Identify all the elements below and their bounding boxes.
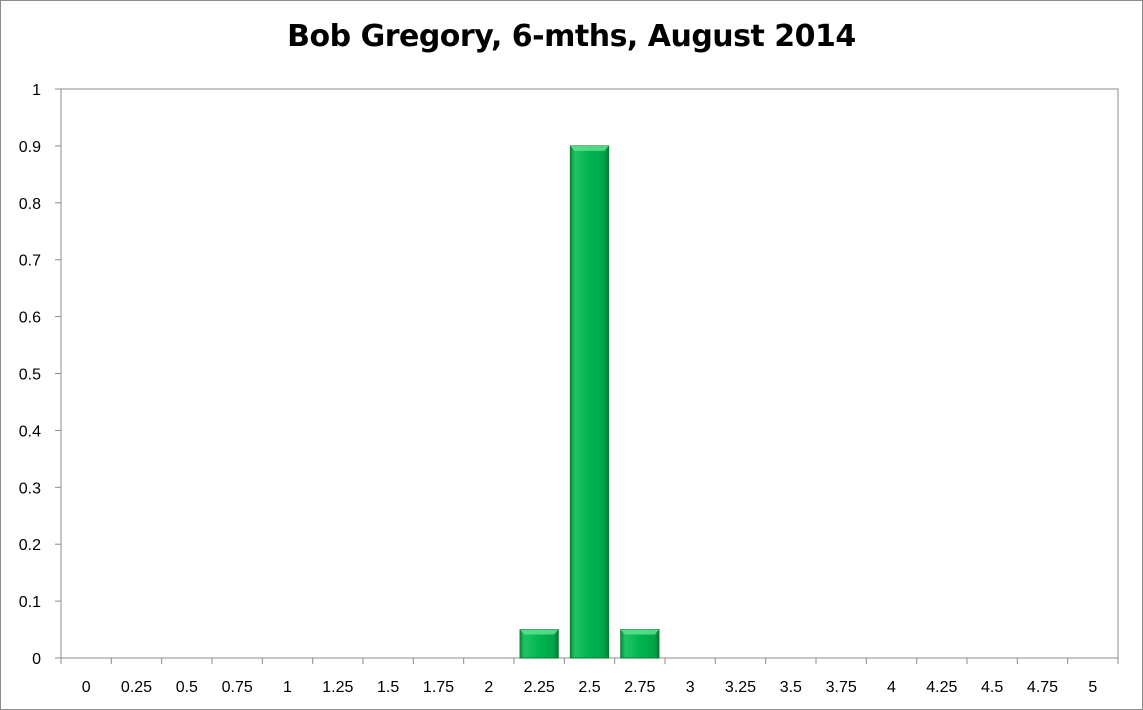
bar-bevel bbox=[570, 145, 609, 151]
x-tick-label: 4.25 bbox=[926, 679, 957, 696]
x-tick-label: 3.5 bbox=[780, 679, 802, 696]
y-tick-label: 0.7 bbox=[19, 253, 41, 270]
y-tick-label: 0.6 bbox=[19, 310, 41, 327]
bar-series bbox=[519, 145, 660, 659]
chart-title: Bob Gregory, 6-mths, August 2014 bbox=[287, 19, 856, 54]
y-tick-label: 0.9 bbox=[19, 139, 41, 156]
x-tick-label: 1 bbox=[283, 679, 292, 696]
y-tick-label: 0.2 bbox=[19, 537, 41, 554]
x-tick-label: 3.75 bbox=[826, 679, 857, 696]
bar bbox=[620, 629, 660, 659]
x-tick-label: 0.5 bbox=[176, 679, 198, 696]
y-tick-label: 0.3 bbox=[19, 480, 41, 497]
bar-bevel bbox=[520, 629, 559, 635]
x-tick-label: 2 bbox=[484, 679, 493, 696]
x-tick-label: 3.25 bbox=[725, 679, 756, 696]
x-axis: 0 0.25 0.5 0.75 1 1.25 1.5 1.75 2 2.25 2.5 2.75 3 3.2… bbox=[60, 658, 1119, 696]
x-tick-label: 0.75 bbox=[222, 679, 253, 696]
x-tick-label: 2.75 bbox=[624, 679, 655, 696]
x-tick-label: 2.5 bbox=[578, 679, 600, 696]
x-tick-label: 1.5 bbox=[377, 679, 399, 696]
y-tick-label: 0 bbox=[32, 651, 41, 668]
bar-bevel bbox=[620, 629, 659, 635]
bar-body bbox=[569, 145, 610, 659]
y-tick-label: 0.4 bbox=[19, 423, 41, 440]
x-tick-label: 0 bbox=[82, 679, 91, 696]
x-tick-label: 4.75 bbox=[1027, 679, 1058, 696]
y-tick-label: 0.8 bbox=[19, 196, 41, 213]
x-tick-label: 1.25 bbox=[322, 679, 353, 696]
y-tick-label: 0.1 bbox=[19, 594, 41, 611]
x-tick-label: 3 bbox=[686, 679, 695, 696]
y-axis: 0 0.1 0.2 0.3 0.4 0.5 0.6 0.7 0.8 0.9 1 bbox=[19, 82, 61, 668]
bar bbox=[519, 629, 559, 659]
x-tick-label: 4 bbox=[887, 679, 896, 696]
y-tick-label: 0.5 bbox=[19, 367, 41, 384]
x-tick-label: 5 bbox=[1088, 679, 1097, 696]
y-tick-label: 1 bbox=[32, 82, 41, 99]
x-tick-label: 1.75 bbox=[423, 679, 454, 696]
x-tick-label: 2.25 bbox=[524, 679, 555, 696]
x-tick-label: 0.25 bbox=[121, 679, 152, 696]
bar bbox=[569, 145, 610, 659]
x-tick-label: 4.5 bbox=[981, 679, 1003, 696]
